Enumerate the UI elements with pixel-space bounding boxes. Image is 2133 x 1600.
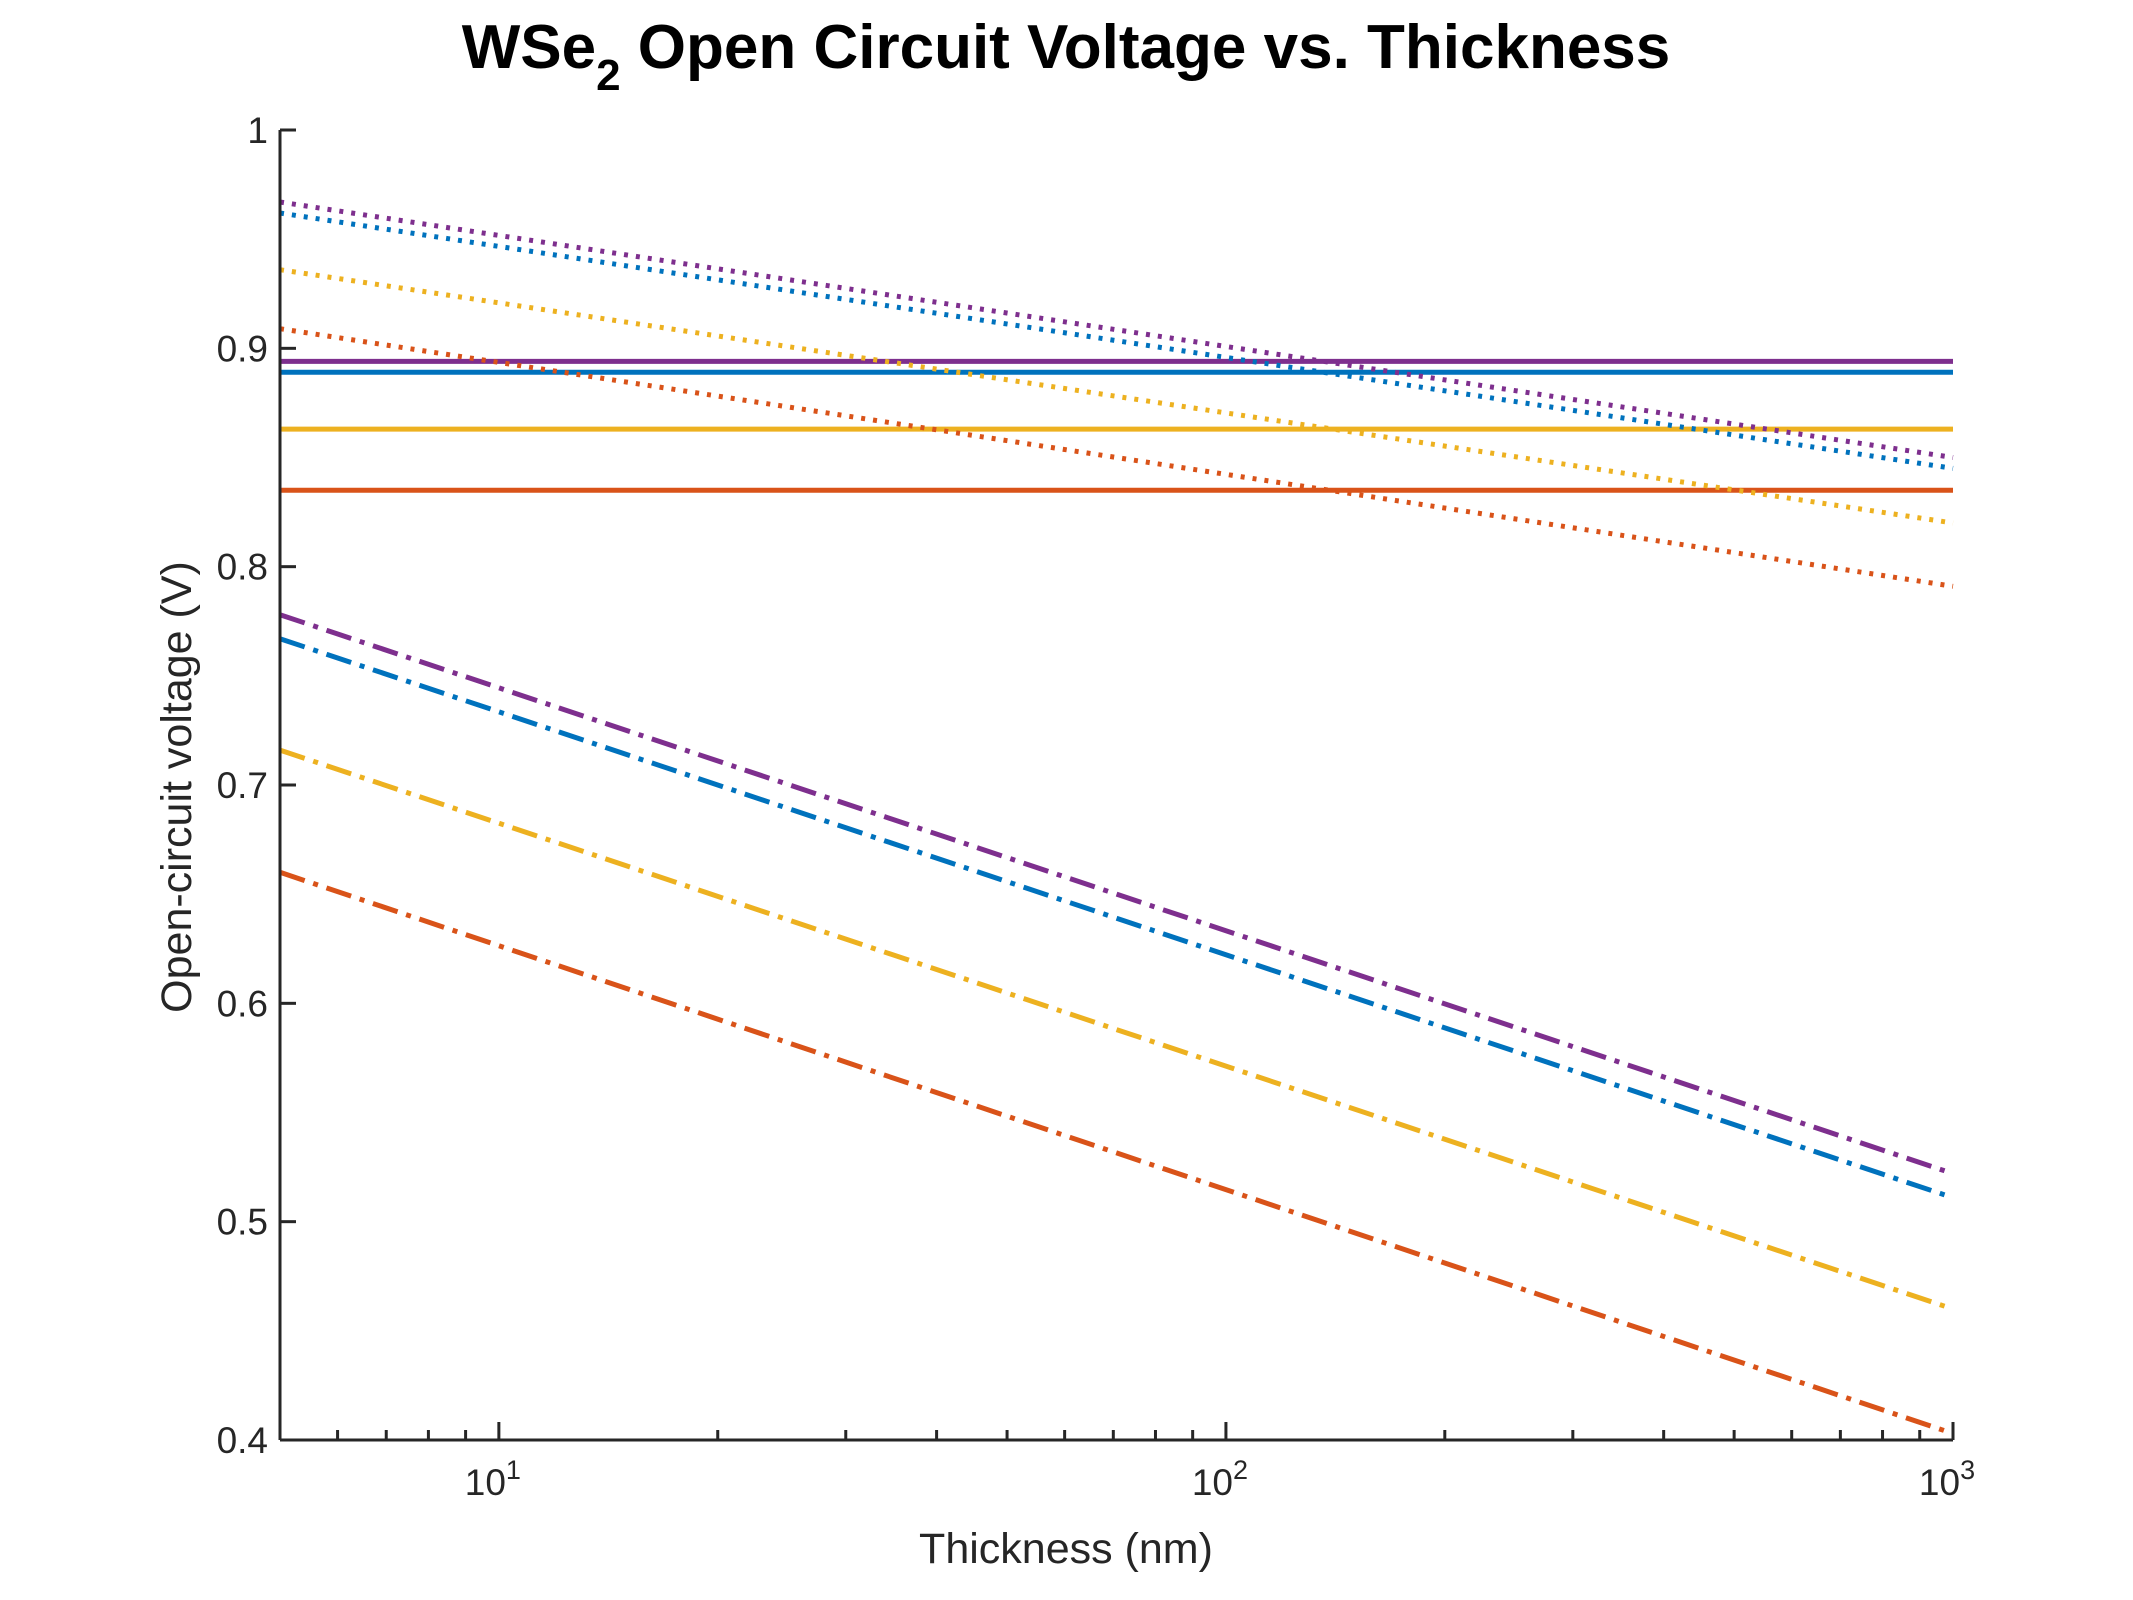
y-tick-label: 0.8 (217, 547, 268, 588)
y-tick-label: 0.9 (217, 328, 268, 369)
series-line-10-dashdot (279, 636, 1954, 1201)
axes-layer (278, 130, 1953, 1442)
ticks-layer: 0.4 0.5 0.6 0.7 0.8 0.9 1 101 102 103 (217, 110, 1976, 1503)
x-tick-label: 101 (465, 1455, 521, 1503)
chart-title-rest: Open Circuit Voltage vs. Thickness (621, 13, 1671, 82)
y-tick-label: 1 (247, 110, 268, 151)
x-tick-label: 102 (1192, 1455, 1248, 1503)
series-line-11-dashdot (279, 747, 1954, 1312)
chart-title: WSe2 Open Circuit Voltage vs. Thickness (462, 13, 1671, 100)
series-line-5-dotted (279, 199, 1954, 460)
chart-title-main: WSe (462, 13, 596, 82)
y-tick-label: 0.6 (217, 983, 268, 1024)
series-layer (279, 199, 1954, 1436)
chart-title-subscript: 2 (596, 51, 620, 100)
series-line-9-dashdot (279, 612, 1954, 1176)
x-axis-label: Thickness (nm) (919, 1525, 1213, 1573)
y-tick-label: 0.5 (217, 1202, 268, 1243)
x-tick-label: 103 (1919, 1455, 1975, 1503)
y-tick-label: 0.7 (217, 765, 268, 806)
series-line-12-dashdot (279, 869, 1954, 1436)
series-line-8-dotted (279, 326, 1954, 589)
series-line-7-dotted (279, 267, 1954, 526)
y-tick-label: 0.4 (217, 1420, 268, 1461)
y-axis-label: Open-circuit voltage (V) (153, 561, 201, 1013)
